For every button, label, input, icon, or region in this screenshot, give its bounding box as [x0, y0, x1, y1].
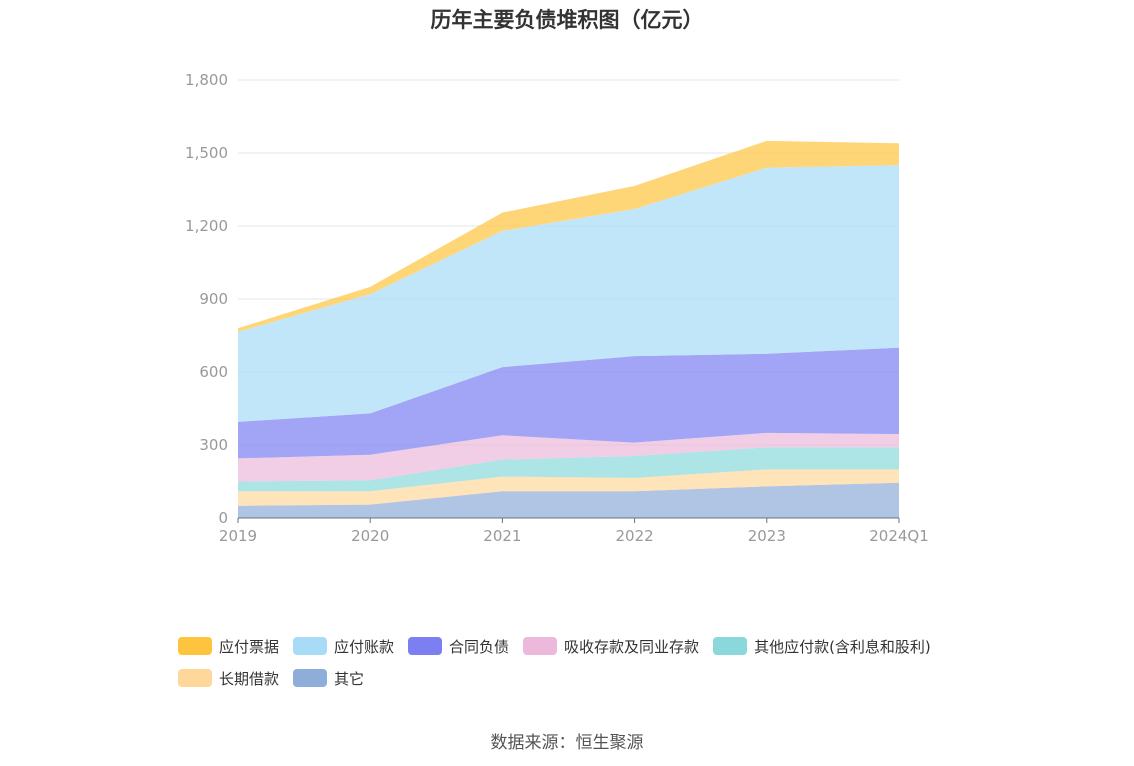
stacked-area-chart: 2019 2020 2021 2022 2023 2024Q1 0 300 600 900 1,2… [185, 71, 929, 545]
legend-item[interactable]: 应付票据 [178, 636, 279, 657]
legend-item[interactable]: 吸收存款及同业存款 [523, 636, 699, 657]
y-tick-label: 600 [199, 363, 228, 381]
legend-row: 长期借款 其它 [178, 662, 978, 694]
legend-label: 其它 [334, 669, 365, 688]
x-tick-label: 2023 [748, 527, 786, 545]
x-tick-label: 2024Q1 [869, 527, 929, 545]
y-tick-label: 300 [199, 436, 228, 454]
area-series-吸收存款及同业存款 [238, 432, 899, 482]
legend-item[interactable]: 长期借款 [178, 668, 279, 689]
legend-item[interactable]: 其他应付款(含利息和股利) [713, 636, 931, 657]
x-tick-label: 2019 [219, 527, 257, 545]
y-tick-label: 900 [199, 290, 228, 308]
legend-label: 合同负债 [449, 637, 510, 656]
x-tick-label: 2021 [483, 527, 521, 545]
x-tick-label: 2020 [351, 527, 389, 545]
legend-swatch [523, 637, 558, 655]
legend-item[interactable]: 合同负债 [408, 636, 509, 657]
area-series-应付账款 [238, 165, 899, 422]
y-tick-label: 1,200 [185, 217, 228, 235]
legend-label: 吸收存款及同业存款 [564, 637, 700, 656]
chart-title: 历年主要负债堆积图（亿元） [430, 8, 704, 32]
area-series-其他应付款(含利息和股利) [238, 447, 899, 492]
legend-item[interactable]: 应付账款 [293, 636, 394, 657]
area-series-长期借款 [238, 469, 899, 506]
data-source: 数据来源：恒生聚源 [490, 733, 644, 753]
legend-swatch [293, 637, 328, 655]
x-tick-label: 2022 [616, 527, 654, 545]
legend-label: 其他应付款(含利息和股利) [754, 637, 931, 656]
legend-swatch [408, 637, 443, 655]
y-axis: 0 300 600 900 1,200 1,500 1,800 [185, 71, 228, 527]
area-series-合同负债 [238, 347, 899, 459]
legend-swatch [178, 669, 212, 687]
area-series [238, 140, 899, 518]
legend-label: 应付账款 [334, 637, 395, 656]
legend-item[interactable]: 其它 [293, 668, 364, 689]
legend-swatch [293, 669, 328, 687]
legend: 应付票据 应付账款 合同负债 吸收存款及同业存款 其他应付款(含利息和股利) 长期借款 其它 [178, 630, 978, 694]
x-axis: 2019 2020 2021 2022 2023 2024Q1 [219, 517, 929, 545]
y-tick-label: 1,800 [185, 71, 228, 89]
legend-swatch [178, 637, 212, 655]
area-series-应付票据 [238, 140, 899, 332]
legend-label: 长期借款 [219, 669, 280, 688]
legend-row: 应付票据 应付账款 合同负债 吸收存款及同业存款 其他应付款(含利息和股利) [178, 630, 978, 662]
area-series-其它 [238, 482, 899, 518]
y-tick-label: 1,500 [185, 144, 228, 162]
legend-label: 应付票据 [219, 637, 280, 656]
legend-swatch [713, 637, 748, 655]
y-tick-label: 0 [218, 509, 228, 527]
